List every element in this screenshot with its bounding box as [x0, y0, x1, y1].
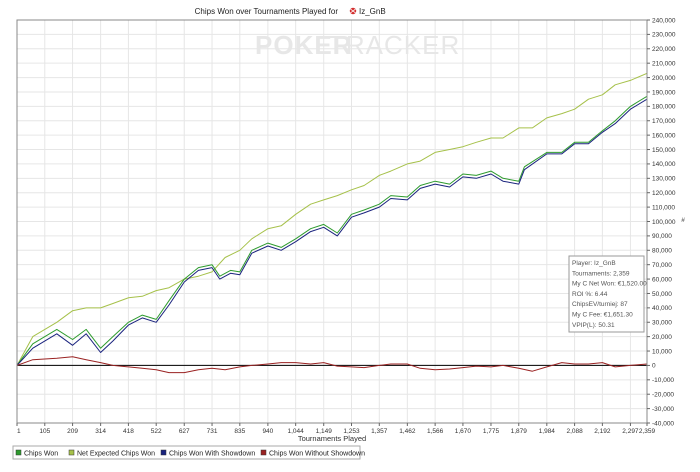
y-tick-label: 140,000: [652, 161, 676, 168]
y-axis-unit: #: [681, 217, 685, 224]
y-tick-label: 10,000: [652, 348, 672, 355]
y-tick-label: 120,000: [652, 190, 676, 197]
player-icon: [349, 7, 357, 15]
y-tick-label: 70,000: [652, 262, 672, 269]
legend: Chips Won Net Expected Chips Won Chips Won…: [12, 445, 365, 460]
stat-line: ChipsEV/turniej: 87: [572, 301, 628, 308]
series-line-net-expected-chips-won: [17, 72, 647, 366]
watermark-right: TRACKER: [329, 30, 460, 60]
x-tick-label: 1,462: [399, 428, 416, 435]
x-tick-label: 314: [95, 428, 106, 435]
player-stats-box: Player: Iz_GnB Tournaments: 2,359 My C Net…: [568, 255, 647, 333]
y-axis-ticks: -40,000 -30,000 -20,000 -10,000 0 10,000 20,00…: [647, 17, 676, 427]
y-tick-label: 220,000: [652, 46, 676, 53]
x-tick-label: 1,984: [539, 428, 556, 435]
x-axis-label: Tournaments Played: [298, 434, 366, 443]
watermark-logo: POKER TRACKER: [255, 30, 460, 60]
y-tick-label: -20,000: [652, 392, 674, 399]
y-tick-label: 170,000: [652, 118, 676, 125]
x-tick-label: 1,879: [511, 428, 528, 435]
y-tick-label: 40,000: [652, 305, 672, 312]
watermark-left: POKER: [255, 30, 352, 60]
legend-swatch: [15, 449, 22, 456]
y-tick-label: 110,000: [652, 204, 675, 211]
y-tick-label: 150,000: [652, 147, 676, 154]
x-tick-label: 1,670: [455, 428, 472, 435]
x-tick-label: 1,566: [427, 428, 444, 435]
chart-title-player: Iz_GnB: [359, 7, 386, 16]
x-tick-label: 105: [39, 428, 50, 435]
legend-label: Chips Won With Showdown: [169, 451, 255, 458]
x-axis-ticks: 1 105 209 314 418 522 627 731 835 940 1,044 1,149 1,…: [16, 423, 656, 435]
y-tick-label: 100,000: [652, 219, 676, 226]
y-tick-label: 80,000: [652, 248, 672, 255]
legend-frame: [12, 445, 361, 460]
series-lines: [17, 72, 647, 374]
x-tick-label: 731: [207, 428, 218, 435]
y-tick-label: 200,000: [652, 75, 676, 82]
x-tick-label: 2,192: [594, 428, 611, 435]
y-tick-label: 0: [652, 363, 656, 370]
x-tick-label: 418: [123, 428, 134, 435]
stat-line: My C Net Won: €1,520.00: [572, 281, 647, 288]
stat-line: Tournaments: 2,359: [572, 270, 630, 277]
stat-line: My C Fee: €1,651.30: [572, 312, 633, 319]
x-tick-label: 1,357: [371, 428, 388, 435]
x-tick-label: 940: [262, 428, 273, 435]
stat-line: Player: Iz_GnB: [572, 260, 616, 267]
x-tick-label: 1: [17, 428, 21, 435]
legend-label: Net Expected Chips Won: [77, 451, 155, 458]
y-tick-label: 50,000: [652, 291, 672, 298]
series-line-chips-won-without-showdown: [17, 356, 647, 374]
legend-label: Chips Won Without Showdown: [269, 451, 365, 458]
x-tick-label: 2,359: [639, 428, 656, 435]
legend-swatch: [68, 449, 75, 456]
x-tick-label: 2,297: [622, 428, 639, 435]
y-tick-label: 240,000: [652, 17, 676, 24]
legend-swatch: [160, 449, 167, 456]
chart-title: Chips Won over Tournaments Played for: [195, 7, 339, 16]
x-tick-label: 1,775: [483, 428, 500, 435]
y-tick-label: -40,000: [652, 420, 674, 427]
y-tick-label: -10,000: [652, 377, 674, 384]
stat-line: VPIP(L): 50.31: [572, 322, 615, 329]
x-tick-label: 522: [151, 428, 162, 435]
y-tick-label: 60,000: [652, 276, 672, 283]
x-tick-label: 209: [67, 428, 78, 435]
series-line-chips-won: [17, 95, 647, 366]
legend-label: Chips Won: [24, 451, 58, 458]
y-tick-label: 90,000: [652, 233, 672, 240]
series-line-chips-won-with-showdown: [17, 98, 647, 366]
stat-line: ROI %: 6.44: [572, 291, 608, 298]
y-tick-label: 230,000: [652, 32, 676, 39]
x-tick-label: 627: [179, 428, 190, 435]
y-tick-label: 180,000: [652, 104, 676, 111]
y-tick-label: 190,000: [652, 89, 676, 96]
x-tick-label: 1,149: [316, 428, 333, 435]
y-tick-label: 210,000: [652, 60, 676, 67]
y-tick-label: -30,000: [652, 406, 674, 413]
y-tick-label: 160,000: [652, 132, 676, 139]
y-tick-label: 30,000: [652, 320, 672, 327]
x-tick-label: 1,253: [343, 428, 360, 435]
y-tick-label: 20,000: [652, 334, 672, 341]
x-tick-label: 1,044: [288, 428, 305, 435]
x-tick-label: 835: [234, 428, 245, 435]
x-tick-label: 2,088: [566, 428, 583, 435]
legend-swatch: [260, 449, 267, 456]
y-tick-label: 130,000: [652, 176, 676, 183]
